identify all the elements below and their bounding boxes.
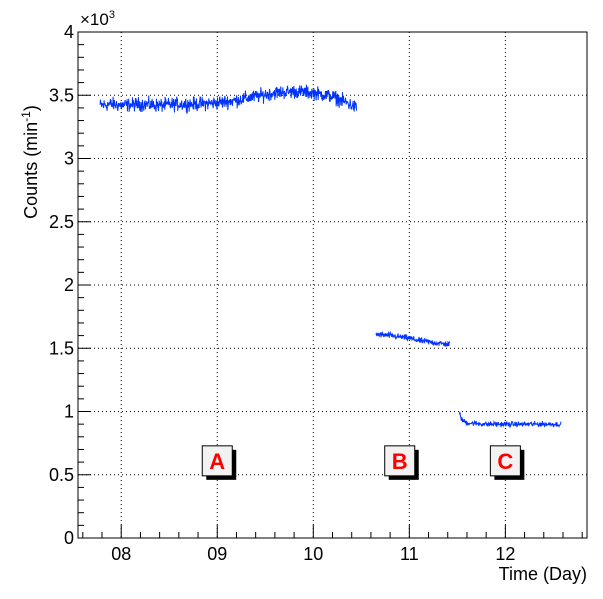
y-tick-label: 0.5: [49, 465, 74, 485]
x-tick-label: 09: [207, 544, 227, 564]
y-tick-label: 2.5: [49, 212, 74, 232]
region-label-a: A: [201, 445, 237, 480]
y-tick-label: 4: [64, 22, 74, 42]
series-line-2: [375, 330, 451, 347]
x-tick-label: 08: [111, 544, 131, 564]
series-line-3: [458, 411, 562, 429]
axis-tick-labels: 08 09 10 11 12 0 0.5 1 1.5 2 2.5 3 3.5 4: [49, 22, 515, 564]
region-label-b: B: [384, 445, 419, 480]
label-box: [201, 445, 233, 477]
x-tick-label: 11: [400, 544, 419, 564]
y-tick-label: 0: [64, 528, 74, 548]
y-tick-label: 3: [64, 149, 74, 169]
grid-lines: [78, 31, 587, 539]
label-box: [384, 445, 416, 477]
label-text: C: [497, 449, 513, 474]
series-line-1: [99, 84, 358, 114]
region-annotations: A B C: [201, 445, 525, 480]
y-tick-label: 1.5: [49, 338, 74, 358]
y-multiplier: ×103: [80, 9, 115, 29]
x-tick-label: 12: [495, 544, 515, 564]
y-tick-label: 1: [64, 402, 74, 422]
y-tick-label: 2: [64, 275, 74, 295]
y-axis-title: Counts (min-1): [19, 105, 41, 219]
x-axis-title: Time (Day): [499, 564, 587, 584]
region-label-c: C: [489, 445, 525, 480]
y-tick-label: 3.5: [49, 85, 74, 105]
label-text: B: [392, 449, 408, 474]
series-layer: [99, 84, 562, 429]
label-text: A: [209, 449, 225, 474]
x-tick-label: 10: [303, 544, 323, 564]
label-box: [489, 445, 521, 477]
axis-ticks: [78, 31, 583, 539]
